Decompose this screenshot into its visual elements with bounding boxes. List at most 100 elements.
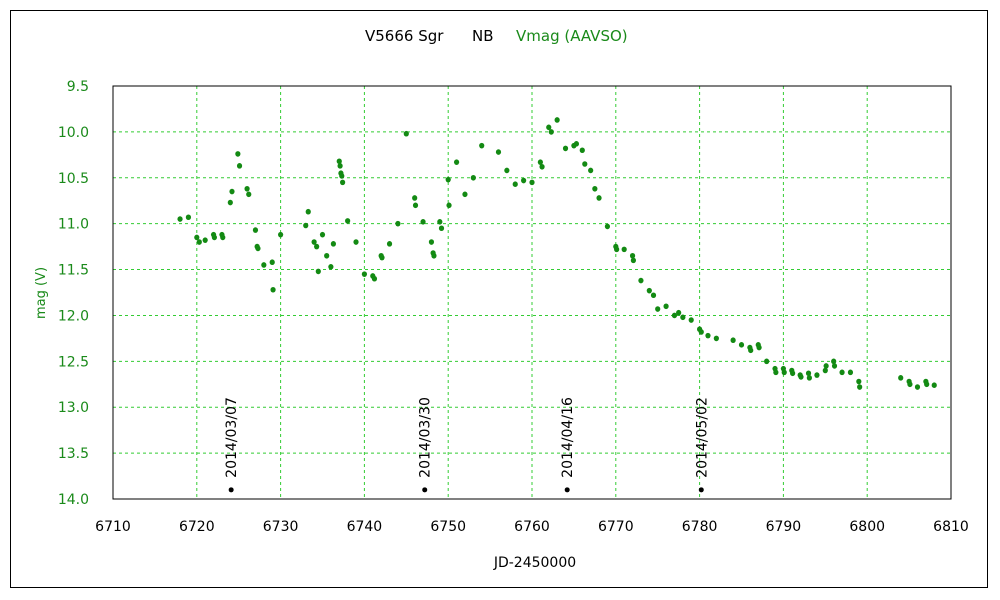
data-point	[211, 234, 217, 241]
y-tick-label: 11.0	[58, 217, 89, 233]
data-point	[790, 370, 796, 377]
data-point	[638, 277, 644, 284]
data-point	[470, 174, 476, 181]
data-point	[539, 163, 545, 170]
data-point	[857, 384, 863, 390]
data-point	[831, 358, 837, 365]
data-point	[319, 231, 326, 238]
data-point	[529, 179, 535, 186]
data-point	[311, 239, 317, 245]
data-point	[730, 337, 736, 344]
data-point	[805, 370, 812, 377]
data-point	[573, 141, 580, 147]
data-point	[546, 124, 552, 131]
x-tick-label: 6720	[179, 519, 215, 535]
data-point	[621, 246, 627, 253]
data-series	[177, 117, 937, 390]
data-point	[340, 179, 346, 186]
x-tick-label: 6770	[598, 519, 634, 535]
y-tick-label: 9.5	[67, 79, 89, 95]
data-point	[177, 216, 183, 222]
data-point	[479, 142, 485, 149]
data-point	[521, 177, 527, 184]
data-point	[592, 185, 598, 192]
data-point	[261, 262, 267, 268]
date-annotations: 2014/03/07 2014/03/30 2014/04/16 2014/05/02	[224, 397, 710, 493]
data-point	[255, 245, 261, 252]
data-point	[781, 369, 787, 376]
chart-title-series: Vmag (AAVSO)	[516, 27, 628, 45]
data-point	[629, 252, 636, 259]
data-point	[596, 195, 602, 201]
data-point	[588, 167, 594, 174]
y-tick-label: 10.0	[58, 125, 89, 141]
data-point	[847, 369, 854, 376]
data-point	[244, 185, 250, 192]
data-point	[604, 223, 611, 230]
data-point	[371, 275, 378, 282]
data-point	[814, 372, 820, 378]
data-point	[353, 239, 359, 245]
data-point	[438, 225, 445, 232]
data-point	[345, 218, 351, 224]
data-point	[339, 173, 345, 179]
data-point	[582, 161, 588, 167]
y-tick-label: 12.0	[58, 308, 89, 324]
data-point	[579, 147, 585, 154]
data-point	[437, 219, 443, 225]
y-tick-label: 13.5	[58, 446, 89, 462]
annotation-date-label: 2014/05/02	[694, 397, 710, 478]
data-point	[324, 252, 330, 259]
data-point	[462, 191, 468, 198]
y-tick-label: 14.0	[58, 492, 89, 508]
x-axis: 6710 6720 6730 6740 6750 6760 6770 6780 6790 6800…	[95, 519, 969, 535]
data-point	[336, 158, 342, 165]
data-point	[270, 286, 276, 293]
grid	[113, 86, 951, 499]
data-point	[246, 191, 252, 198]
data-point	[194, 234, 200, 241]
y-tick-label: 11.5	[58, 263, 89, 279]
data-point	[445, 176, 451, 183]
annotation-marker	[698, 487, 704, 493]
x-tick-label: 6730	[263, 519, 299, 535]
data-point	[328, 264, 334, 270]
x-tick-label: 6760	[514, 519, 550, 535]
y-axis-label: mag (V)	[34, 267, 49, 319]
data-point	[548, 129, 554, 135]
chart-title-star: V5666 Sgr	[365, 27, 444, 45]
data-point	[504, 167, 510, 174]
data-point	[220, 234, 226, 241]
data-point	[680, 314, 686, 321]
data-point	[269, 259, 275, 266]
annotation-date-label: 2014/03/30	[418, 397, 434, 478]
data-point	[395, 220, 401, 227]
data-point	[562, 145, 569, 152]
data-point	[236, 163, 243, 169]
data-point	[554, 117, 560, 123]
data-point	[823, 363, 829, 369]
data-point	[420, 219, 426, 225]
data-point	[713, 335, 719, 342]
x-tick-label: 6800	[849, 519, 885, 535]
chart-title-type: NB	[472, 27, 494, 45]
data-point	[303, 222, 309, 229]
data-point	[196, 239, 202, 245]
data-point	[898, 375, 904, 381]
data-point	[202, 237, 208, 243]
data-point	[337, 163, 343, 169]
data-point	[252, 227, 259, 233]
data-point	[798, 374, 804, 380]
data-point	[412, 202, 419, 209]
data-point	[314, 243, 320, 250]
data-point	[831, 363, 838, 369]
data-point	[386, 241, 393, 247]
x-tick-label: 6790	[766, 519, 802, 535]
data-point	[914, 384, 921, 390]
data-point	[764, 358, 770, 365]
annotation-marker	[564, 487, 570, 493]
plot-area	[112, 85, 952, 500]
x-tick-label: 6710	[95, 519, 131, 535]
data-point	[403, 130, 409, 137]
